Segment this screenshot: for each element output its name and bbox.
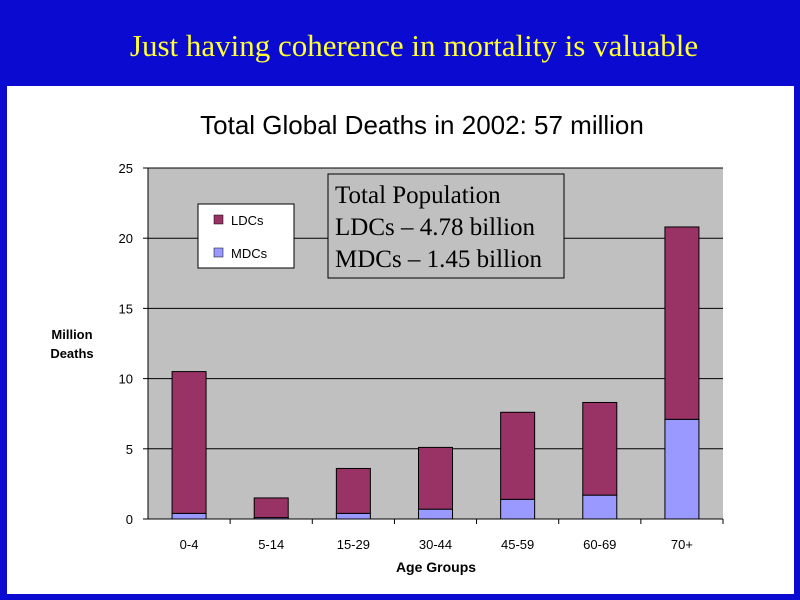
bar-mdcs-0-4 xyxy=(171,512,207,520)
bar-ldcs-0-4 xyxy=(171,371,207,514)
legend-label-ldcs: LDCs xyxy=(231,213,264,228)
x-ticks: 0-4 5-14 15-29 30-44 45-59 60-69 70+ xyxy=(180,519,724,552)
bar-ldcs-60-69 xyxy=(582,401,618,496)
x-tick-label-5-14: 5-14 xyxy=(258,537,284,552)
legend-swatch-ldcs xyxy=(213,214,224,225)
y-tick-label-0: 0 xyxy=(126,512,133,527)
y-tick-label-25: 25 xyxy=(119,161,133,176)
x-axis-label: Age Groups xyxy=(396,559,476,575)
annotation-line-2: LDCs – 4.78 billion xyxy=(335,214,536,241)
bar-ldcs-70+ xyxy=(664,226,700,420)
y-axis-label-line1: Million xyxy=(51,327,92,342)
bar-ldcs-30-44 xyxy=(418,446,453,510)
bar-mdcs-60-69 xyxy=(582,494,618,520)
y-tick-label-15: 15 xyxy=(119,301,133,316)
y-tick-label-5: 5 xyxy=(126,442,133,457)
legend-label-mdcs: MDCs xyxy=(231,246,268,261)
x-tick-label-15-29: 15-29 xyxy=(337,537,370,552)
y-ticks: 0 5 10 15 20 25 xyxy=(119,161,148,527)
y-tick-label-20: 20 xyxy=(119,231,133,246)
x-tick-label-45-59: 45-59 xyxy=(501,537,534,552)
x-tick-label-70+: 70+ xyxy=(671,537,693,552)
legend-swatch-mdcs xyxy=(213,247,224,258)
x-tick-label-30-44: 30-44 xyxy=(419,537,452,552)
bars xyxy=(171,226,700,520)
annotation: Total Population LDCs – 4.78 billion MDC… xyxy=(327,173,565,279)
bar-ldcs-15-29 xyxy=(335,467,371,514)
legend: LDCs MDCs xyxy=(197,203,295,269)
chart-title: Total Global Deaths in 2002: 57 million xyxy=(200,110,644,140)
slide-title: Just having coherence in mortality is va… xyxy=(129,28,699,63)
bar-ldcs-45-59 xyxy=(500,411,536,500)
bar-mdcs-15-29 xyxy=(335,512,371,520)
x-tick-label-60-69: 60-69 xyxy=(583,537,616,552)
bar-mdcs-70+ xyxy=(664,418,700,520)
annotation-line-3: MDCs – 1.45 billion xyxy=(335,246,542,273)
legend-box xyxy=(197,203,295,269)
bar-ldcs-5-14 xyxy=(253,497,289,519)
y-tick-label-10: 10 xyxy=(119,372,133,387)
annotation-box xyxy=(327,173,565,279)
bar-mdcs-30-44 xyxy=(418,508,453,520)
y-axis-label-line2: Deaths xyxy=(50,346,93,361)
x-tick-label-0-4: 0-4 xyxy=(180,537,199,552)
bar-mdcs-45-59 xyxy=(500,498,536,520)
annotation-line-1: Total Population xyxy=(335,182,501,209)
